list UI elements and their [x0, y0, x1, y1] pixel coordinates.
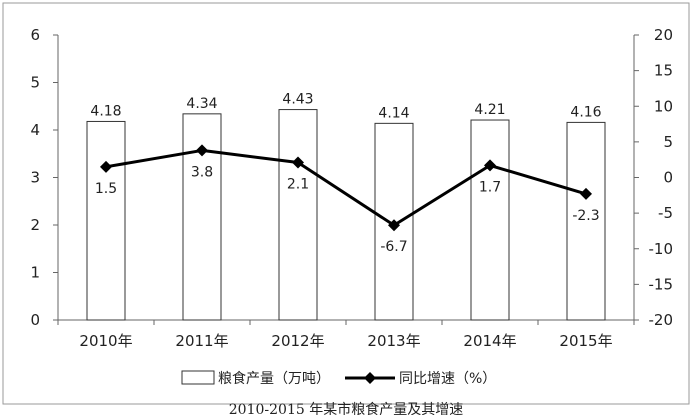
right-y-tick-label: -10: [649, 240, 674, 258]
x-category-label: 2014年: [463, 332, 516, 350]
x-category-label: 2011年: [175, 332, 228, 350]
left-y-tick-label: 3: [30, 169, 40, 187]
chart-caption: 2010-2015 年某市粮食产量及其增速: [229, 401, 463, 415]
right-y-tick-label: -5: [658, 204, 673, 222]
growth-line: [105, 148, 587, 227]
line-marker-diamond: [100, 160, 112, 173]
left-y-tick-label: 2: [30, 216, 40, 234]
line-marker-diamond: [580, 187, 592, 200]
left-y-tick-label: 5: [30, 74, 40, 92]
line-marker-diamond: [292, 156, 304, 169]
bar: [470, 119, 510, 321]
x-category-label: 2015年: [559, 332, 612, 350]
line-marker-diamond: [196, 144, 208, 157]
line-data-label: 1.7: [479, 179, 501, 195]
bar-data-labels: 4.18 4.34 4.43 4.14 4.21 4.16: [90, 92, 601, 122]
line-data-label: 2.1: [287, 177, 309, 193]
line-data-label: -2.3: [572, 208, 599, 224]
bar-data-label: 4.18: [90, 103, 121, 119]
legend-bar-swatch: [181, 370, 215, 385]
x-category-label: 2010年: [79, 332, 132, 350]
legend: 粮食产量（万吨） 同比增速（%）: [181, 370, 496, 387]
right-y-tick-label: -20: [649, 311, 674, 329]
x-category-label: 2013年: [367, 332, 420, 350]
line-data-label: 3.8: [191, 164, 213, 180]
left-y-tick-label: 0: [30, 311, 40, 329]
right-y-tick-label: 15: [654, 62, 673, 80]
line-data-label: 1.5: [95, 181, 117, 197]
line-markers: [100, 144, 592, 232]
bar-data-label: 4.21: [474, 102, 505, 118]
right-y-ticks: -20 -15 -10 -5 0 5 10 15 20: [634, 26, 673, 329]
bar: [86, 120, 126, 321]
bar: [278, 109, 318, 321]
x-category-label: 2012年: [271, 332, 324, 350]
x-category-labels: 2010年 2011年 2012年 2013年 2014年 2015年: [57, 320, 635, 350]
line-data-labels: 1.5 3.8 2.1 -6.7 1.7 -2.3: [95, 164, 600, 255]
bar-series: [86, 109, 606, 321]
bar-data-label: 4.34: [186, 96, 217, 112]
line-data-label: -6.7: [380, 239, 407, 255]
bar-data-label: 4.43: [282, 92, 313, 108]
right-y-tick-label: 5: [663, 133, 673, 151]
legend-line-label: 同比增速（%）: [399, 371, 496, 387]
right-y-tick-label: 20: [654, 26, 673, 44]
line-marker-diamond: [388, 219, 400, 232]
bar-data-label: 4.16: [570, 104, 601, 120]
legend-diamond-marker: [364, 372, 376, 384]
bar: [566, 121, 606, 321]
line-marker-diamond: [484, 159, 496, 172]
left-y-tick-label: 1: [30, 264, 40, 282]
line-series: [105, 148, 587, 227]
left-y-tick-label: 6: [30, 26, 40, 44]
bar-data-label: 4.14: [378, 105, 409, 121]
legend-bar-label: 粮食产量（万吨）: [218, 370, 330, 387]
right-y-tick-label: -15: [649, 275, 674, 293]
left-y-ticks: 0 1 2 3 4 5 6: [30, 26, 58, 329]
right-y-tick-label: 10: [654, 97, 673, 115]
right-y-tick-label: 0: [663, 169, 673, 187]
left-y-tick-label: 4: [30, 121, 40, 139]
